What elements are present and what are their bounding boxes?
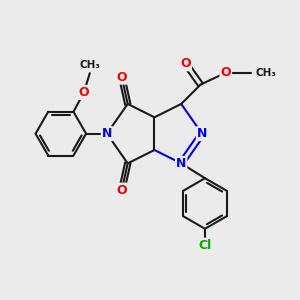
- Text: O: O: [180, 57, 191, 70]
- Text: CH₃: CH₃: [79, 60, 100, 70]
- Text: O: O: [79, 86, 89, 99]
- Text: Cl: Cl: [198, 238, 212, 252]
- Text: N: N: [197, 127, 207, 140]
- Text: N: N: [102, 127, 112, 140]
- Text: O: O: [220, 66, 231, 79]
- Text: O: O: [116, 71, 127, 84]
- Text: O: O: [116, 184, 127, 196]
- Text: N: N: [176, 157, 186, 170]
- Text: CH₃: CH₃: [256, 68, 277, 78]
